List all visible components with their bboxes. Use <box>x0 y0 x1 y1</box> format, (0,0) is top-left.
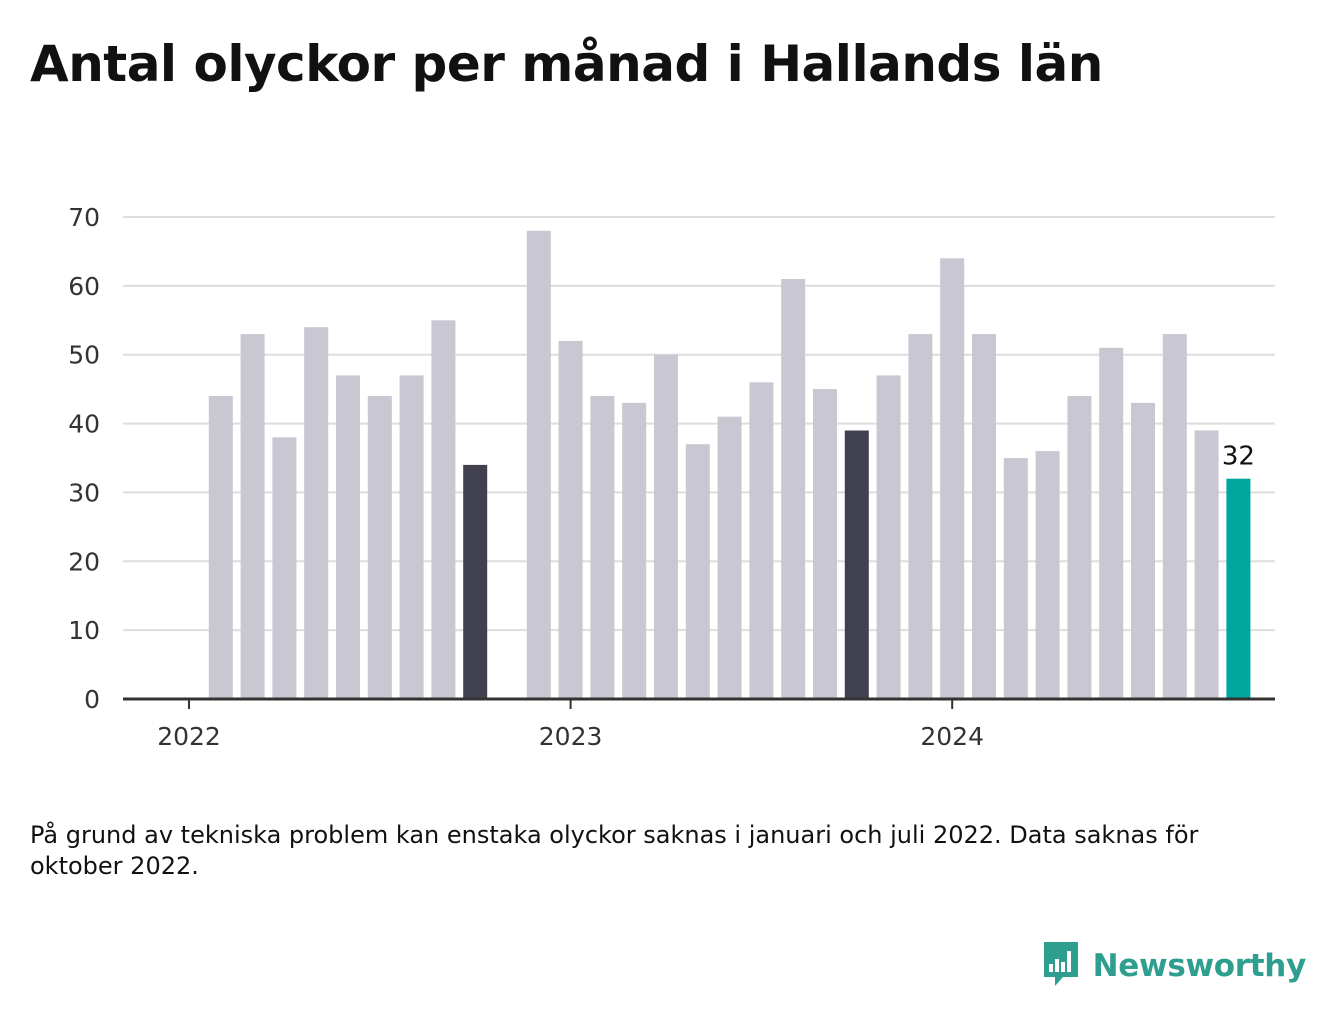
bar-2024-09 <box>1194 430 1219 699</box>
bar-2024-02 <box>972 334 996 699</box>
y-tick-label: 60 <box>68 272 100 301</box>
y-tick-label: 40 <box>68 410 100 439</box>
bar-2023-10 <box>844 430 869 699</box>
y-tick-label: 0 <box>84 685 100 714</box>
bar-2024-01 <box>940 258 965 699</box>
bar-2023-02 <box>590 396 615 699</box>
y-tick-label: 70 <box>68 203 100 232</box>
bar-2023-12 <box>908 334 933 699</box>
bar-2022-04 <box>272 437 297 699</box>
y-axis-ticks: 0 10 20 30 40 50 60 70 <box>68 203 100 714</box>
y-tick-label: 10 <box>68 616 100 645</box>
x-tick-label: 2024 <box>920 722 984 751</box>
bar-2022-02 <box>208 396 233 699</box>
bar-2024-10 <box>1226 478 1251 699</box>
bar-2022-12 <box>526 230 551 700</box>
bar-2024-08 <box>1162 334 1187 699</box>
y-tick-label: 20 <box>68 547 100 576</box>
data-labels: 32 <box>1222 442 1255 472</box>
footnote: På grund av tekniska problem kan enstaka… <box>30 821 1199 880</box>
bar-2023-07 <box>749 382 774 699</box>
bar-2022-10 <box>463 464 488 699</box>
bar-2024-07 <box>1131 402 1155 699</box>
bar-2023-04 <box>654 354 678 699</box>
bar-2023-06 <box>717 416 742 699</box>
bars <box>208 230 1251 700</box>
bar-2022-05 <box>304 327 329 699</box>
bar-2023-05 <box>685 444 710 699</box>
y-tick-label: 50 <box>68 341 100 370</box>
bar-value-label: 32 <box>1222 442 1255 472</box>
newsworthy-logo-text: Newsworthy <box>1092 948 1307 984</box>
bar-2024-05 <box>1067 396 1092 699</box>
bar-2022-06 <box>336 375 360 699</box>
bar-2024-03 <box>1003 458 1028 699</box>
bar-2024-04 <box>1035 451 1060 699</box>
x-tick-label: 2022 <box>157 722 221 751</box>
newsworthy-logo[interactable]: Newsworthy <box>1041 940 1306 992</box>
bar-2022-08 <box>399 375 424 699</box>
bar-2023-11 <box>876 375 901 699</box>
bar-2022-09 <box>431 320 456 699</box>
bar-2023-03 <box>622 402 647 699</box>
bar-chart: 0 10 20 30 40 50 60 70 2022 2023 2024 32 <box>68 203 1275 751</box>
chart-title: Antal olyckor per månad i Hallands län <box>30 35 1103 93</box>
bar-2023-09 <box>813 389 837 699</box>
bar-2024-06 <box>1099 347 1124 699</box>
newsworthy-logo-icon <box>1041 939 1081 993</box>
x-tick-label: 2023 <box>539 722 603 751</box>
bar-2022-07 <box>367 396 392 699</box>
bar-2023-08 <box>781 279 806 699</box>
bar-2022-03 <box>240 334 265 699</box>
x-axis-ticks: 2022 2023 2024 <box>157 699 984 751</box>
y-tick-label: 30 <box>68 478 100 507</box>
bar-2023-01 <box>558 340 583 699</box>
